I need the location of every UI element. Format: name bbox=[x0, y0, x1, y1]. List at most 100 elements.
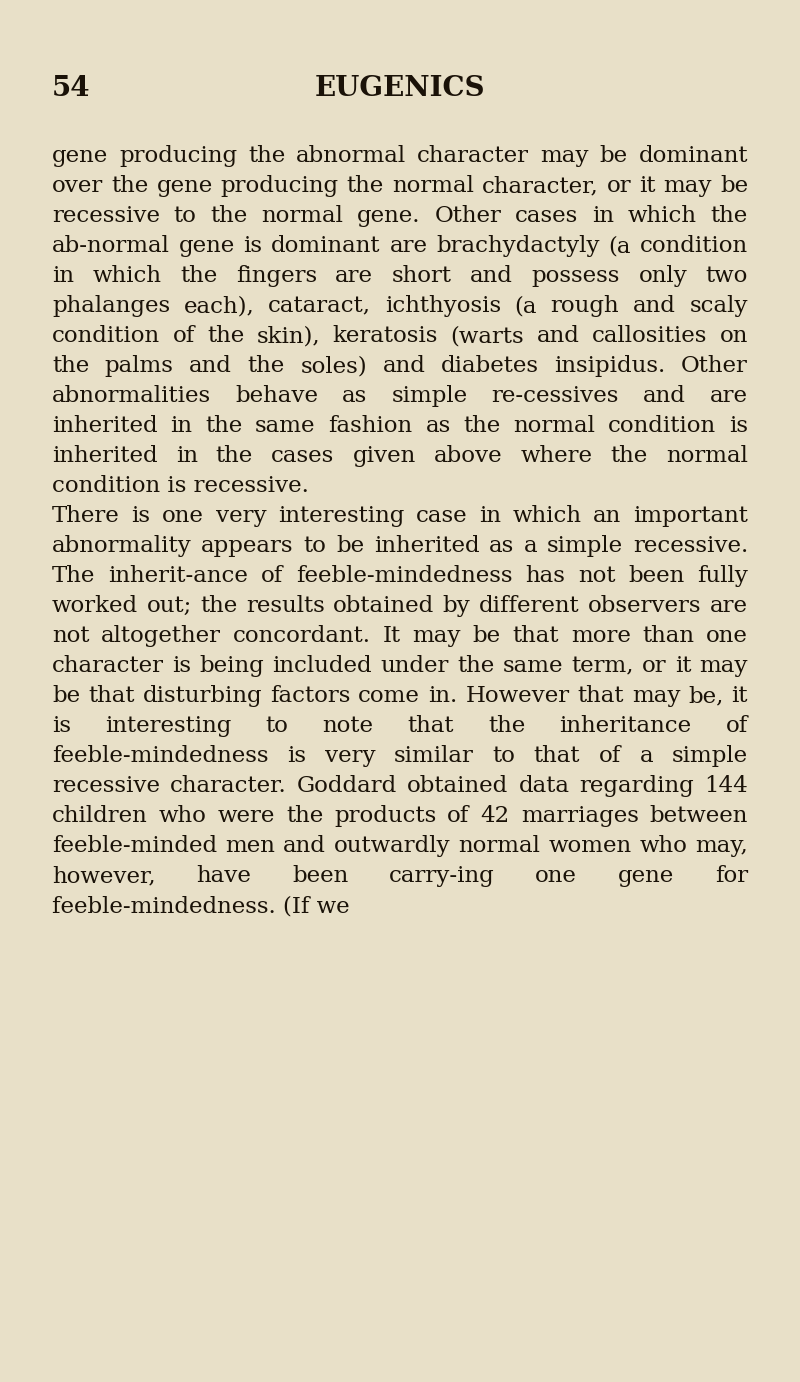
Text: only: only bbox=[638, 265, 687, 287]
Text: is: is bbox=[244, 235, 262, 257]
Text: ichthyosis: ichthyosis bbox=[385, 294, 501, 316]
Text: inherited: inherited bbox=[374, 535, 479, 557]
Text: products: products bbox=[334, 804, 436, 826]
Text: inheritance: inheritance bbox=[559, 714, 692, 737]
Text: condition: condition bbox=[52, 325, 160, 347]
Text: than: than bbox=[642, 625, 694, 647]
Text: producing: producing bbox=[221, 176, 338, 198]
Text: condition: condition bbox=[640, 235, 748, 257]
Text: may: may bbox=[413, 625, 461, 647]
Text: gene.: gene. bbox=[357, 205, 421, 227]
Text: and: and bbox=[470, 265, 513, 287]
Text: worked: worked bbox=[52, 596, 138, 616]
Text: gene: gene bbox=[157, 176, 213, 198]
Text: the: the bbox=[111, 176, 149, 198]
Text: However: However bbox=[466, 685, 570, 708]
Text: feeble-mindedness. (If we: feeble-mindedness. (If we bbox=[52, 896, 350, 918]
Text: given: given bbox=[353, 445, 416, 467]
Text: the: the bbox=[247, 355, 285, 377]
Text: It: It bbox=[382, 625, 401, 647]
Text: or: or bbox=[642, 655, 666, 677]
Text: cases: cases bbox=[515, 205, 578, 227]
Text: which: which bbox=[513, 504, 582, 527]
Text: fashion: fashion bbox=[329, 415, 413, 437]
Text: interesting: interesting bbox=[105, 714, 231, 737]
Text: Other: Other bbox=[681, 355, 748, 377]
Text: 144: 144 bbox=[704, 775, 748, 797]
Text: be,: be, bbox=[688, 685, 723, 708]
Text: where: where bbox=[521, 445, 593, 467]
Text: the: the bbox=[205, 415, 242, 437]
Text: that: that bbox=[408, 714, 454, 737]
Text: character,: character, bbox=[482, 176, 598, 198]
Text: of: of bbox=[261, 565, 283, 587]
Text: appears: appears bbox=[202, 535, 294, 557]
Text: between: between bbox=[650, 804, 748, 826]
Text: rough: rough bbox=[550, 294, 619, 316]
Text: that: that bbox=[534, 745, 580, 767]
Text: short: short bbox=[392, 265, 452, 287]
Text: may,: may, bbox=[695, 835, 748, 857]
Text: are: are bbox=[710, 386, 748, 408]
Text: over: over bbox=[52, 176, 103, 198]
Text: inherit-ance: inherit-ance bbox=[108, 565, 248, 587]
Text: be: be bbox=[52, 685, 80, 708]
Text: as: as bbox=[342, 386, 367, 408]
Text: the: the bbox=[248, 145, 286, 167]
Text: two: two bbox=[706, 265, 748, 287]
Text: be: be bbox=[336, 535, 364, 557]
Text: data: data bbox=[518, 775, 570, 797]
Text: come: come bbox=[358, 685, 420, 708]
Text: may: may bbox=[540, 145, 589, 167]
Text: gene: gene bbox=[178, 235, 235, 257]
Text: observers: observers bbox=[588, 596, 702, 616]
Text: in: in bbox=[592, 205, 614, 227]
Text: to: to bbox=[303, 535, 326, 557]
Text: may: may bbox=[632, 685, 680, 708]
Text: it: it bbox=[639, 176, 655, 198]
Text: abnormality: abnormality bbox=[52, 535, 192, 557]
Text: insipidus.: insipidus. bbox=[554, 355, 666, 377]
Text: the: the bbox=[180, 265, 217, 287]
Text: (a: (a bbox=[514, 294, 537, 316]
Text: been: been bbox=[628, 565, 684, 587]
Text: feeble-mindedness: feeble-mindedness bbox=[296, 565, 512, 587]
Text: producing: producing bbox=[119, 145, 238, 167]
Text: each),: each), bbox=[184, 294, 254, 316]
Text: by: by bbox=[443, 596, 470, 616]
Text: is: is bbox=[172, 655, 191, 677]
Text: results: results bbox=[246, 596, 325, 616]
Text: a: a bbox=[640, 745, 654, 767]
Text: are: are bbox=[335, 265, 374, 287]
Text: the: the bbox=[207, 325, 245, 347]
Text: may: may bbox=[663, 176, 712, 198]
Text: and: and bbox=[382, 355, 426, 377]
Text: women: women bbox=[548, 835, 631, 857]
Text: obtained: obtained bbox=[407, 775, 508, 797]
Text: one: one bbox=[706, 625, 748, 647]
Text: regarding: regarding bbox=[579, 775, 694, 797]
Text: who: who bbox=[639, 835, 687, 857]
Text: very: very bbox=[215, 504, 266, 527]
Text: in.: in. bbox=[428, 685, 458, 708]
Text: be: be bbox=[473, 625, 501, 647]
Text: not: not bbox=[578, 565, 615, 587]
Text: gene: gene bbox=[618, 865, 674, 887]
Text: out;: out; bbox=[146, 596, 192, 616]
Text: concordant.: concordant. bbox=[233, 625, 371, 647]
Text: important: important bbox=[633, 504, 748, 527]
Text: have: have bbox=[196, 865, 251, 887]
Text: that: that bbox=[513, 625, 559, 647]
Text: children: children bbox=[52, 804, 148, 826]
Text: diabetes: diabetes bbox=[441, 355, 539, 377]
Text: phalanges: phalanges bbox=[52, 294, 170, 316]
Text: cases: cases bbox=[271, 445, 334, 467]
Text: as: as bbox=[426, 415, 450, 437]
Text: normal: normal bbox=[666, 445, 748, 467]
Text: and: and bbox=[643, 386, 686, 408]
Text: of: of bbox=[173, 325, 194, 347]
Text: however,: however, bbox=[52, 865, 156, 887]
Text: and: and bbox=[633, 294, 676, 316]
Text: in: in bbox=[52, 265, 74, 287]
Text: has: has bbox=[525, 565, 565, 587]
